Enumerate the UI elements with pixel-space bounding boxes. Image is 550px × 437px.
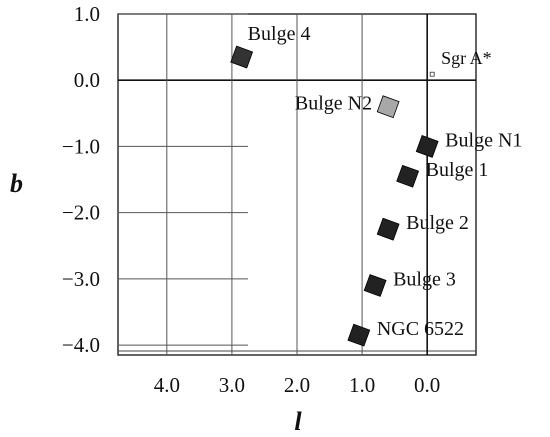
y-tick-label-4: −3.0 (62, 267, 100, 291)
annotations: Sgr A* (429, 48, 492, 77)
data-points: Bulge 4 Bulge N2 Bulge N1 Bulge 1 Bulge 2 Bul… (230, 23, 522, 347)
point-label-2: Bulge N1 (445, 129, 522, 151)
x-axis-label: l (294, 407, 302, 436)
sgr-marker-0 (429, 71, 435, 77)
annotation-label-0: Sgr A* (441, 48, 492, 68)
x-tick-label-3: 1.0 (349, 373, 375, 397)
data-point-2: Bulge N1 (415, 129, 522, 158)
data-point-3: Bulge 1 (396, 159, 489, 188)
data-point-4: Bulge 2 (376, 212, 469, 241)
y-tick-label-2: −1.0 (62, 134, 100, 158)
point-label-0: Bulge 4 (248, 23, 311, 45)
y-tick-label-0: 1.0 (74, 2, 100, 26)
point-marker-5 (363, 274, 387, 297)
data-point-6: NGC 6522 (347, 318, 464, 347)
data-point-5: Bulge 3 (363, 268, 456, 297)
x-axis-ticks: 4.0 3.0 2.0 1.0 0.0 (154, 14, 440, 397)
x-tick-label-4: 0.0 (414, 373, 440, 397)
data-point-0: Bulge 4 (230, 23, 311, 69)
x-tick-label-0: 4.0 (154, 373, 180, 397)
point-label-4: Bulge 2 (406, 212, 469, 234)
x-tick-label-1: 3.0 (219, 373, 245, 397)
y-tick-label-5: −4.0 (62, 333, 100, 357)
point-marker-2 (415, 135, 439, 158)
point-marker-6 (347, 323, 371, 347)
point-label-6: NGC 6522 (377, 318, 464, 340)
point-marker-3 (396, 164, 420, 188)
point-marker-4 (376, 217, 400, 241)
x-tick-label-2: 2.0 (284, 373, 310, 397)
y-axis-ticks: 1.0 0.0 −1.0 −2.0 −3.0 −4.0 (62, 2, 248, 357)
point-marker-0 (230, 45, 254, 69)
point-label-1: Bulge N2 (295, 93, 372, 115)
point-label-3: Bulge 1 (426, 159, 489, 181)
y-tick-label-3: −2.0 (62, 201, 100, 225)
data-point-1: Bulge N2 (295, 93, 400, 119)
y-axis-label: b (10, 169, 23, 198)
point-marker-1 (376, 95, 400, 119)
point-label-5: Bulge 3 (393, 268, 456, 290)
y-tick-label-1: 0.0 (74, 68, 100, 92)
